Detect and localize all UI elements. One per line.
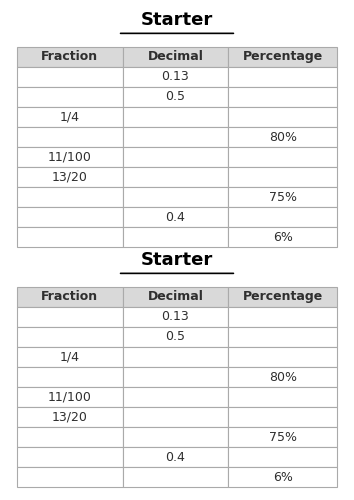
FancyBboxPatch shape <box>122 367 228 387</box>
FancyBboxPatch shape <box>228 228 337 248</box>
FancyBboxPatch shape <box>17 287 122 307</box>
FancyBboxPatch shape <box>122 87 228 107</box>
FancyBboxPatch shape <box>122 307 228 327</box>
Text: 6%: 6% <box>273 231 293 244</box>
FancyBboxPatch shape <box>17 228 122 248</box>
FancyBboxPatch shape <box>122 347 228 367</box>
FancyBboxPatch shape <box>17 468 122 487</box>
FancyBboxPatch shape <box>228 428 337 448</box>
FancyBboxPatch shape <box>228 367 337 387</box>
FancyBboxPatch shape <box>122 407 228 428</box>
Text: 0.5: 0.5 <box>165 90 185 104</box>
Text: 13/20: 13/20 <box>52 410 87 424</box>
FancyBboxPatch shape <box>228 347 337 367</box>
Text: 1/4: 1/4 <box>59 110 80 124</box>
FancyBboxPatch shape <box>228 147 337 167</box>
FancyBboxPatch shape <box>228 127 337 147</box>
FancyBboxPatch shape <box>122 448 228 468</box>
FancyBboxPatch shape <box>17 47 122 67</box>
Text: 80%: 80% <box>269 370 297 384</box>
Text: 0.4: 0.4 <box>165 451 185 464</box>
FancyBboxPatch shape <box>17 107 122 127</box>
FancyBboxPatch shape <box>228 87 337 107</box>
FancyBboxPatch shape <box>228 167 337 187</box>
FancyBboxPatch shape <box>122 468 228 487</box>
Text: 13/20: 13/20 <box>52 170 87 183</box>
Text: Percentage: Percentage <box>242 50 323 64</box>
FancyBboxPatch shape <box>228 387 337 407</box>
FancyBboxPatch shape <box>122 287 228 307</box>
Text: Fraction: Fraction <box>41 50 98 64</box>
FancyBboxPatch shape <box>122 67 228 87</box>
FancyBboxPatch shape <box>228 468 337 487</box>
Text: Starter: Starter <box>141 11 213 29</box>
FancyBboxPatch shape <box>17 87 122 107</box>
FancyBboxPatch shape <box>228 448 337 468</box>
FancyBboxPatch shape <box>17 367 122 387</box>
FancyBboxPatch shape <box>17 387 122 407</box>
Text: 0.13: 0.13 <box>161 310 189 324</box>
FancyBboxPatch shape <box>17 147 122 167</box>
Text: 80%: 80% <box>269 130 297 143</box>
Text: 6%: 6% <box>273 471 293 484</box>
FancyBboxPatch shape <box>228 67 337 87</box>
Text: Percentage: Percentage <box>242 290 323 304</box>
Text: 11/100: 11/100 <box>48 150 92 164</box>
FancyBboxPatch shape <box>17 167 122 187</box>
FancyBboxPatch shape <box>122 107 228 127</box>
FancyBboxPatch shape <box>228 327 337 347</box>
FancyBboxPatch shape <box>17 67 122 87</box>
FancyBboxPatch shape <box>228 307 337 327</box>
FancyBboxPatch shape <box>228 287 337 307</box>
FancyBboxPatch shape <box>17 307 122 327</box>
FancyBboxPatch shape <box>122 228 228 248</box>
FancyBboxPatch shape <box>122 167 228 187</box>
FancyBboxPatch shape <box>17 448 122 468</box>
Text: 75%: 75% <box>269 431 297 444</box>
FancyBboxPatch shape <box>228 187 337 208</box>
Text: Starter: Starter <box>141 251 213 269</box>
Text: 0.13: 0.13 <box>161 70 189 84</box>
FancyBboxPatch shape <box>228 407 337 428</box>
Text: 11/100: 11/100 <box>48 390 92 404</box>
FancyBboxPatch shape <box>122 147 228 167</box>
FancyBboxPatch shape <box>17 187 122 208</box>
Text: Fraction: Fraction <box>41 290 98 304</box>
FancyBboxPatch shape <box>122 187 228 208</box>
Text: Decimal: Decimal <box>148 50 203 64</box>
Text: 0.4: 0.4 <box>165 211 185 224</box>
FancyBboxPatch shape <box>122 127 228 147</box>
Text: 1/4: 1/4 <box>59 350 80 364</box>
Text: Decimal: Decimal <box>148 290 203 304</box>
Text: 0.5: 0.5 <box>165 330 185 344</box>
FancyBboxPatch shape <box>17 127 122 147</box>
FancyBboxPatch shape <box>122 387 228 407</box>
FancyBboxPatch shape <box>17 347 122 367</box>
FancyBboxPatch shape <box>17 407 122 428</box>
FancyBboxPatch shape <box>17 327 122 347</box>
FancyBboxPatch shape <box>122 428 228 448</box>
FancyBboxPatch shape <box>228 208 337 228</box>
FancyBboxPatch shape <box>228 107 337 127</box>
FancyBboxPatch shape <box>17 208 122 228</box>
FancyBboxPatch shape <box>17 428 122 448</box>
FancyBboxPatch shape <box>122 327 228 347</box>
FancyBboxPatch shape <box>122 47 228 67</box>
Text: 75%: 75% <box>269 191 297 204</box>
FancyBboxPatch shape <box>122 208 228 228</box>
FancyBboxPatch shape <box>228 47 337 67</box>
